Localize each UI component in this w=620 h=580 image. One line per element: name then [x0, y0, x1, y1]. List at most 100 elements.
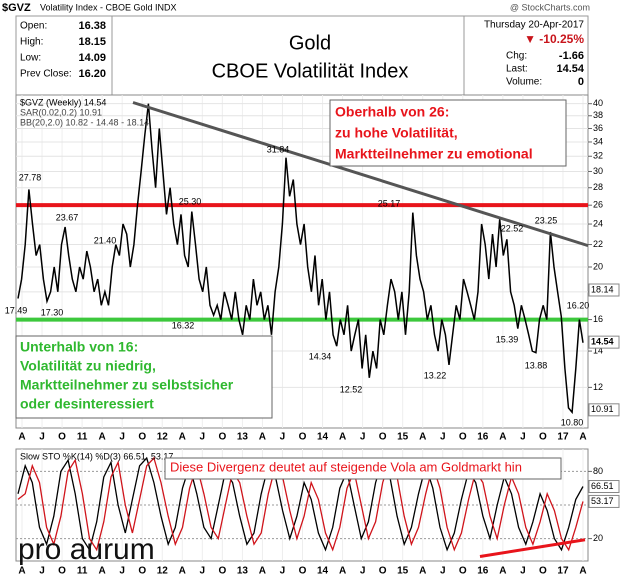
stat-label: Prev Close:	[20, 69, 72, 80]
x-tick-label: J	[200, 566, 206, 577]
price-label: 25.30	[179, 196, 202, 206]
x-tick-label: O	[138, 566, 146, 577]
trend-line	[132, 101, 589, 248]
x-tick-label: A	[419, 432, 426, 443]
annotation-box	[329, 99, 567, 167]
stat-label: Open:	[20, 21, 47, 32]
series-line	[17, 456, 584, 552]
annotation-text: Oberhalb von 26:	[335, 104, 449, 120]
price-label: 25.17	[378, 198, 401, 208]
price-label: 10.80	[561, 417, 584, 427]
annotation-text: Diese Divergenz deutet auf steigende Vol…	[170, 459, 522, 474]
y-tick-label: 12	[593, 382, 603, 392]
y-tick-label: 40	[593, 98, 603, 108]
y-tick-label: 26	[593, 200, 603, 210]
y-tick-label: 20	[593, 533, 603, 543]
price-label: 27.78	[19, 172, 42, 182]
price-label: 21.40	[94, 235, 117, 245]
last-value-label: 10.91	[591, 404, 614, 414]
indicator-legend: BB(20,2.0) 10.82 - 14.48 - 18.14	[20, 117, 149, 127]
symbol: $GVZ	[2, 2, 31, 14]
last-value-label: 66.51	[591, 481, 614, 491]
y-tick-label: 80	[593, 466, 603, 476]
x-tick-label: 13	[237, 566, 249, 577]
x-tick-label: J	[520, 566, 526, 577]
price-label: 17.30	[41, 307, 64, 317]
y-tick-label: 22	[593, 239, 603, 249]
source: @ StockCharts.com	[510, 2, 590, 12]
last-value-box	[588, 403, 620, 417]
chart-title: Gold	[289, 32, 331, 54]
x-tick-label: A	[339, 566, 346, 577]
stat-value: 16.38	[78, 20, 106, 32]
last-value-label: 14.54	[591, 337, 614, 347]
x-tick-label: A	[179, 432, 186, 443]
price-label: 22.52	[501, 223, 524, 233]
price-label: 12.52	[340, 384, 363, 394]
price-label: 23.25	[535, 215, 558, 225]
stat-label: Chg:	[506, 51, 527, 62]
price-label: 14.34	[309, 351, 332, 361]
change-pct: ▼ -10.25%	[524, 32, 584, 46]
x-tick-label: J	[440, 566, 446, 577]
y-tick-label: 24	[593, 218, 603, 228]
stat-label: Volume:	[506, 77, 542, 88]
annotation-text: oder desinteressiert	[20, 396, 154, 412]
annotation-text: zu hohe Volatilität,	[335, 125, 458, 141]
x-tick-label: 11	[77, 566, 88, 577]
x-tick-label: J	[360, 566, 366, 577]
description: Volatility Index - CBOE Gold INDX	[40, 2, 177, 12]
x-tick-label: 16	[477, 432, 489, 443]
x-tick-label: J	[119, 432, 125, 443]
price-label: 17.49	[5, 305, 28, 315]
x-tick-label: O	[379, 432, 387, 443]
price-label: 16.32	[172, 320, 195, 330]
x-tick-label: A	[579, 432, 586, 443]
x-tick-label: O	[58, 566, 66, 577]
x-tick-label: J	[360, 432, 366, 443]
x-tick-label: J	[280, 566, 286, 577]
x-tick-label: J	[200, 432, 206, 443]
x-tick-label: 12	[157, 432, 169, 443]
chart-subtitle: CBOE Volatilität Index	[212, 60, 409, 82]
logo: pro aurum	[18, 533, 155, 566]
annotation-box	[15, 335, 273, 419]
indicator-legend: SAR(0.02,0.2) 10.91	[20, 107, 102, 117]
x-tick-label: 16	[477, 566, 489, 577]
x-tick-label: A	[99, 432, 106, 443]
series-line	[17, 456, 584, 552]
y-tick-label: 34	[593, 136, 603, 146]
stat-label: Low:	[20, 53, 41, 64]
y-tick-label: 28	[593, 182, 603, 192]
panel-title: $GVZ (Weekly) 14.54	[20, 97, 106, 107]
annotation-text: Unterhalb von 16:	[20, 339, 138, 355]
x-tick-label: O	[218, 432, 226, 443]
x-tick-label: O	[299, 432, 307, 443]
x-tick-label: J	[280, 432, 286, 443]
x-tick-label: O	[58, 432, 66, 443]
x-tick-label: 15	[397, 566, 409, 577]
last-value-label: 53.17	[591, 496, 614, 506]
stat-label: High:	[20, 37, 43, 48]
price-label: 31.84	[267, 144, 290, 154]
x-tick-label: 17	[557, 432, 569, 443]
stats-box	[15, 15, 113, 96]
x-tick-label: A	[499, 566, 506, 577]
x-tick-label: 14	[317, 432, 329, 443]
x-tick-label: 11	[77, 432, 88, 443]
price-label: 23.67	[56, 212, 79, 222]
stat-value: 14.54	[556, 63, 584, 75]
x-tick-label: A	[18, 432, 25, 443]
x-tick-label: A	[419, 566, 426, 577]
x-tick-label: A	[99, 566, 106, 577]
y-tick-label: 32	[593, 151, 603, 161]
x-tick-label: J	[39, 432, 45, 443]
y-tick-label: 38	[593, 110, 603, 120]
price-label: 13.22	[424, 370, 447, 380]
x-tick-label: O	[459, 566, 467, 577]
annotation-text: Volatilität zu niedrig,	[20, 358, 156, 374]
price-label: 16.20	[567, 300, 590, 310]
x-tick-label: J	[119, 566, 125, 577]
stat-value: 16.20	[78, 68, 106, 80]
